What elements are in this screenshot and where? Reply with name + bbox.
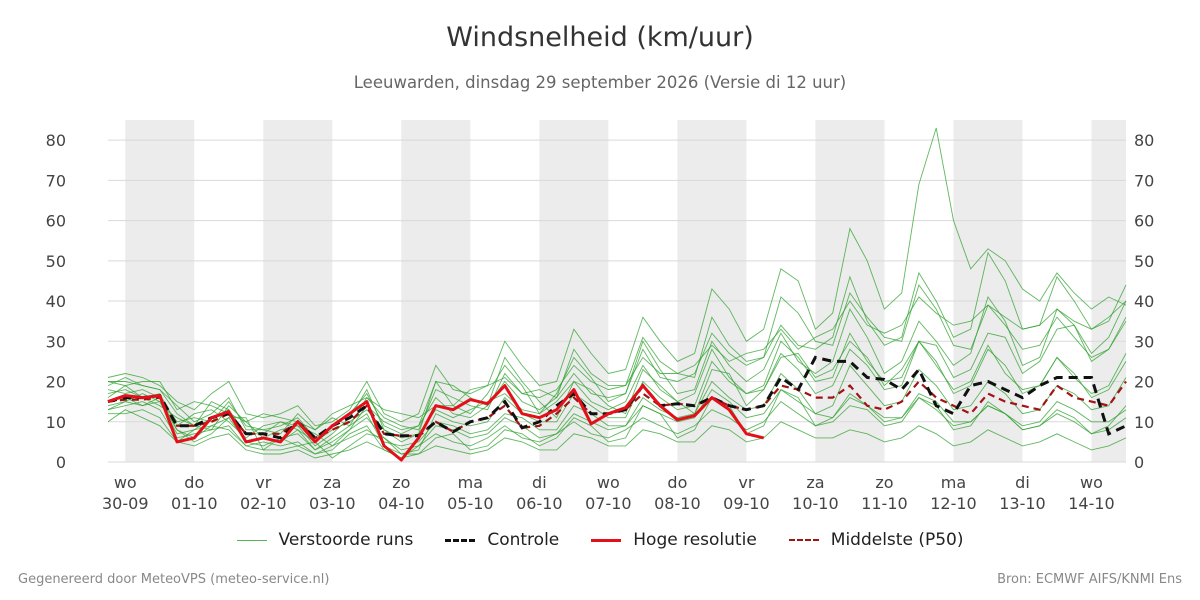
- member-line-7: [107, 332, 1127, 443]
- member-line-2: [107, 389, 1127, 459]
- x-tick-date-08-10: 08-10: [654, 494, 701, 513]
- legend-item-control: Controle: [445, 530, 559, 550]
- y-tick-label-right-80: 80: [1134, 131, 1154, 150]
- footer-generator: Gegenereerd door MeteoVPS (meteo-service…: [18, 572, 330, 587]
- x-tick-day-05-10: ma: [458, 473, 483, 492]
- legend-swatch-control: [445, 538, 476, 542]
- chart-title: Windsnelheid (km/uur): [446, 22, 754, 53]
- legend-item-members: Verstoorde runs: [236, 530, 414, 550]
- legend-label-hres: Hoge resolutie: [633, 530, 757, 550]
- x-tick-day-06-10: di: [532, 473, 547, 492]
- x-tick-date-13-10: 13-10: [999, 494, 1046, 513]
- y-tick-label-left-20: 20: [46, 373, 66, 392]
- y-tick-label-left-30: 30: [46, 332, 66, 351]
- x-tick-date-06-10: 06-10: [516, 494, 563, 513]
- x-tick-day-11-10: zo: [875, 473, 893, 492]
- x-tick-day-12-10: ma: [941, 473, 966, 492]
- x-tick-date-14-10: 14-10: [1068, 494, 1115, 513]
- weekend-band-3: [539, 120, 609, 462]
- x-tick-day-04-10: zo: [392, 473, 410, 492]
- weekend-band-1: [263, 120, 333, 462]
- y-tick-label-right-70: 70: [1134, 171, 1154, 190]
- chart-subtitle: Leeuwarden, dinsdag 29 september 2026 (V…: [353, 73, 847, 92]
- y-tick-label-right-20: 20: [1134, 373, 1154, 392]
- y-tick-label-right-30: 30: [1134, 332, 1154, 351]
- legend-swatch-members: [236, 539, 267, 541]
- legend-swatch-hres: [591, 538, 622, 542]
- x-tick-day-14-10: wo: [1080, 473, 1103, 492]
- weekend-band-5: [815, 120, 885, 462]
- member-line-9: [108, 409, 1127, 459]
- y-tick-label-right-60: 60: [1134, 212, 1154, 231]
- y-tick-label-left-50: 50: [46, 252, 66, 271]
- x-tick-day-03-10: za: [323, 473, 341, 492]
- footer-source: Bron: ECMWF AIFS/KNMI Ens: [997, 572, 1182, 587]
- x-tick-date-09-10: 09-10: [723, 494, 770, 513]
- member-line-3: [107, 295, 1127, 447]
- x-tick-day-30-09: wo: [114, 473, 137, 492]
- x-tick-date-11-10: 11-10: [861, 494, 908, 513]
- x-tick-date-02-10: 02-10: [240, 494, 287, 513]
- member-line-4: [107, 388, 1127, 455]
- legend: Verstoorde runs Controle Hoge resolutie …: [0, 530, 1200, 550]
- member-line-8: [107, 127, 1127, 427]
- legend-swatch-median: [788, 539, 819, 541]
- weekend-band-6: [953, 120, 1023, 462]
- y-tick-label-right-50: 50: [1134, 252, 1154, 271]
- y-tick-label-right-0: 0: [1134, 453, 1144, 472]
- x-axis-ticks: wo 30-09 do 01-10 vr 02-10 za 03-10 zo 04-10 ma 05-…: [102, 473, 1115, 513]
- y-tick-label-left-60: 60: [46, 212, 66, 231]
- x-tick-day-02-10: vr: [255, 473, 271, 492]
- y-tick-label-left-0: 0: [56, 453, 66, 472]
- x-tick-day-01-10: do: [184, 473, 204, 492]
- member-line-12: [107, 296, 1127, 431]
- x-tick-date-07-10: 07-10: [585, 494, 632, 513]
- x-tick-date-04-10: 04-10: [378, 494, 425, 513]
- x-tick-date-12-10: 12-10: [930, 494, 977, 513]
- control-line: [107, 355, 1127, 440]
- legend-label-median: Middelste (P50): [830, 530, 964, 550]
- x-tick-day-10-10: za: [806, 473, 824, 492]
- legend-item-median: Middelste (P50): [788, 530, 964, 550]
- x-tick-date-30-09: 30-09: [102, 494, 149, 513]
- x-tick-date-05-10: 05-10: [447, 494, 494, 513]
- weekend-band-2: [401, 120, 471, 462]
- legend-item-hres: Hoge resolutie: [591, 530, 757, 550]
- weekend-band-7: [1091, 120, 1126, 462]
- legend-label-members: Verstoorde runs: [278, 530, 414, 550]
- weekend-band-0: [125, 120, 195, 462]
- y-tick-label-left-80: 80: [46, 131, 66, 150]
- x-tick-day-09-10: vr: [738, 473, 754, 492]
- x-tick-date-01-10: 01-10: [171, 494, 218, 513]
- y-tick-label-left-40: 40: [46, 292, 66, 311]
- highlight-series: [107, 355, 1127, 462]
- x-tick-day-08-10: do: [667, 473, 687, 492]
- weekend-band-4: [677, 120, 747, 462]
- member-line-5: [107, 251, 1127, 439]
- y-tick-label-right-10: 10: [1134, 413, 1154, 432]
- y-tick-label-left-10: 10: [46, 413, 66, 432]
- y-tick-label-left-70: 70: [46, 171, 66, 190]
- member-line-6: [107, 364, 1127, 451]
- x-tick-day-13-10: di: [1015, 473, 1030, 492]
- x-tick-date-03-10: 03-10: [309, 494, 356, 513]
- y-axis-ticks: 0 0 10 10 20 20 30 30 40 40 50 50 60 60 70 70 80 80: [46, 131, 1155, 472]
- x-tick-date-10-10: 10-10: [792, 494, 839, 513]
- hres-line: [107, 384, 765, 462]
- x-tick-day-07-10: wo: [597, 473, 620, 492]
- y-tick-label-right-40: 40: [1134, 292, 1154, 311]
- legend-label-control: Controle: [487, 530, 560, 550]
